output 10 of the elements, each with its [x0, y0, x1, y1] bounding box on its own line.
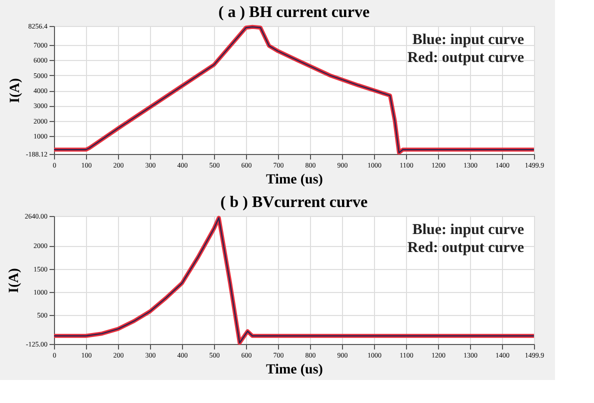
annotation: Blue: input curve: [412, 222, 524, 238]
chart-title: ( b ) BVcurrent curve: [220, 194, 368, 211]
chart-title: ( a ) BH current curve: [218, 4, 370, 21]
x-axis-title: Time (us): [266, 362, 324, 378]
annotation: Blue: input curve: [412, 32, 524, 48]
x-axis-title: Time (us): [266, 172, 324, 188]
annotation: Red: output curve: [407, 240, 524, 256]
y-axis-title: I(A): [8, 78, 23, 103]
annotation: Red: output curve: [407, 50, 524, 66]
y-axis-title: I(A): [6, 268, 22, 293]
